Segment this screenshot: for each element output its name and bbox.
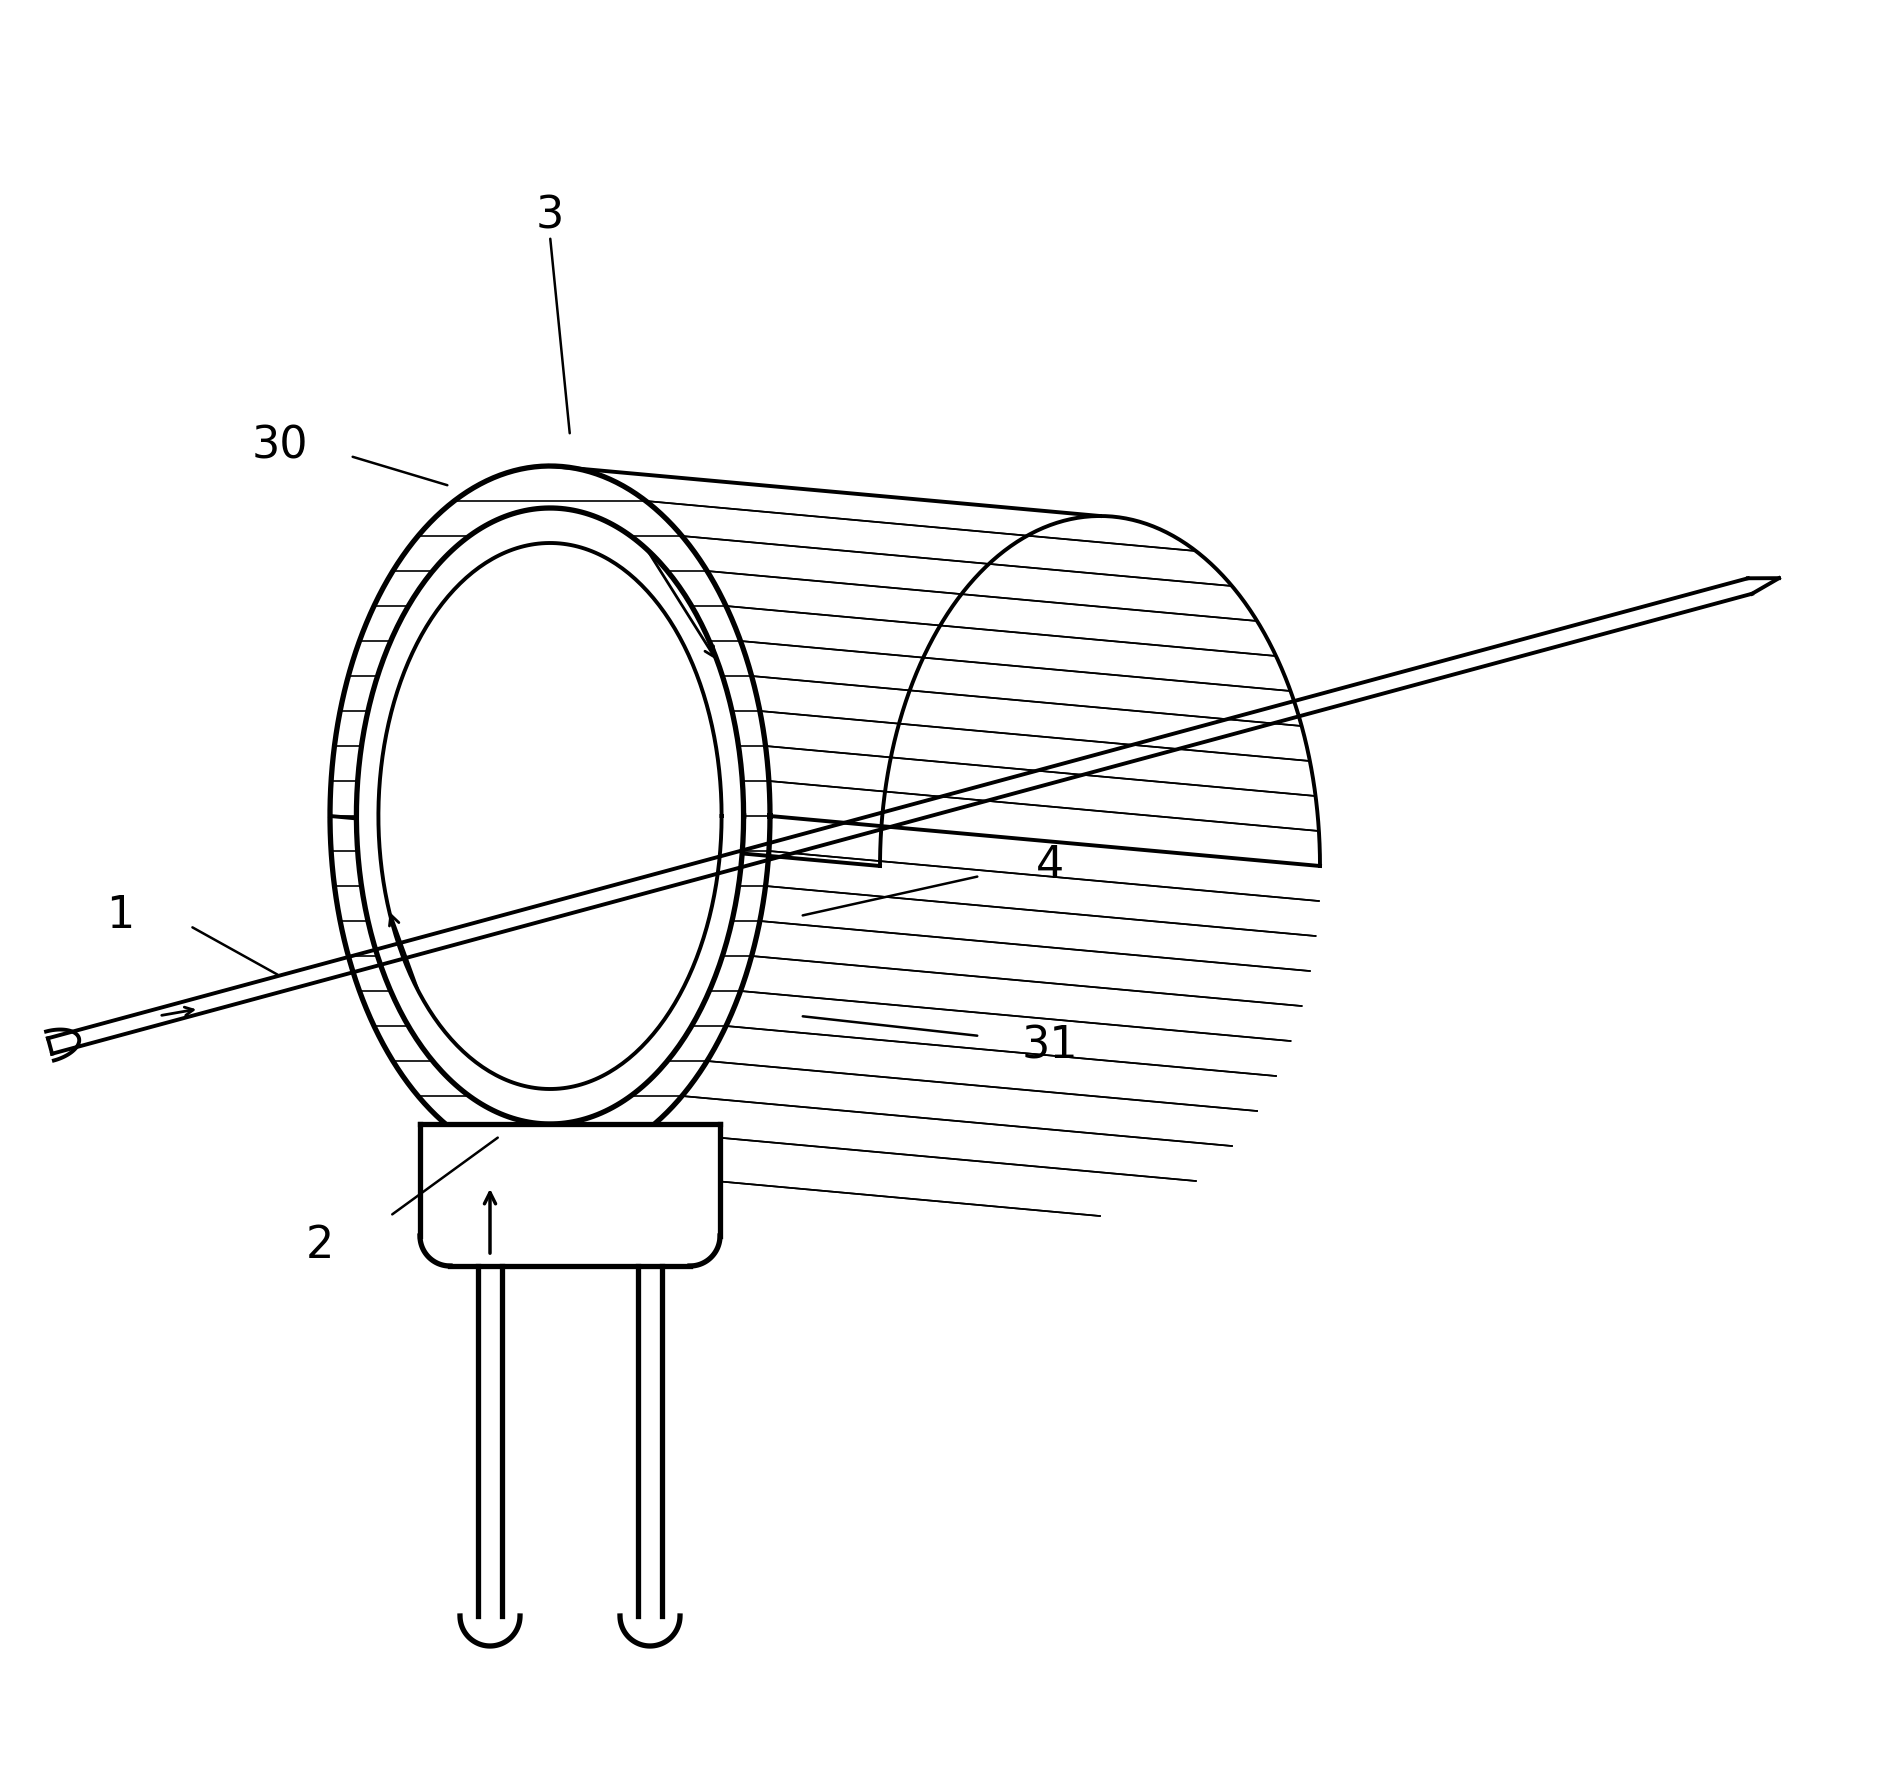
Text: 4: 4 [1035,844,1064,888]
Polygon shape [419,1123,720,1266]
Polygon shape [331,466,769,1166]
Text: 30: 30 [251,424,308,468]
Text: 1: 1 [106,895,134,938]
Text: 31: 31 [1022,1024,1079,1067]
Text: 3: 3 [535,194,565,237]
Polygon shape [357,509,742,1123]
Text: 2: 2 [306,1224,334,1268]
Polygon shape [378,542,722,1090]
